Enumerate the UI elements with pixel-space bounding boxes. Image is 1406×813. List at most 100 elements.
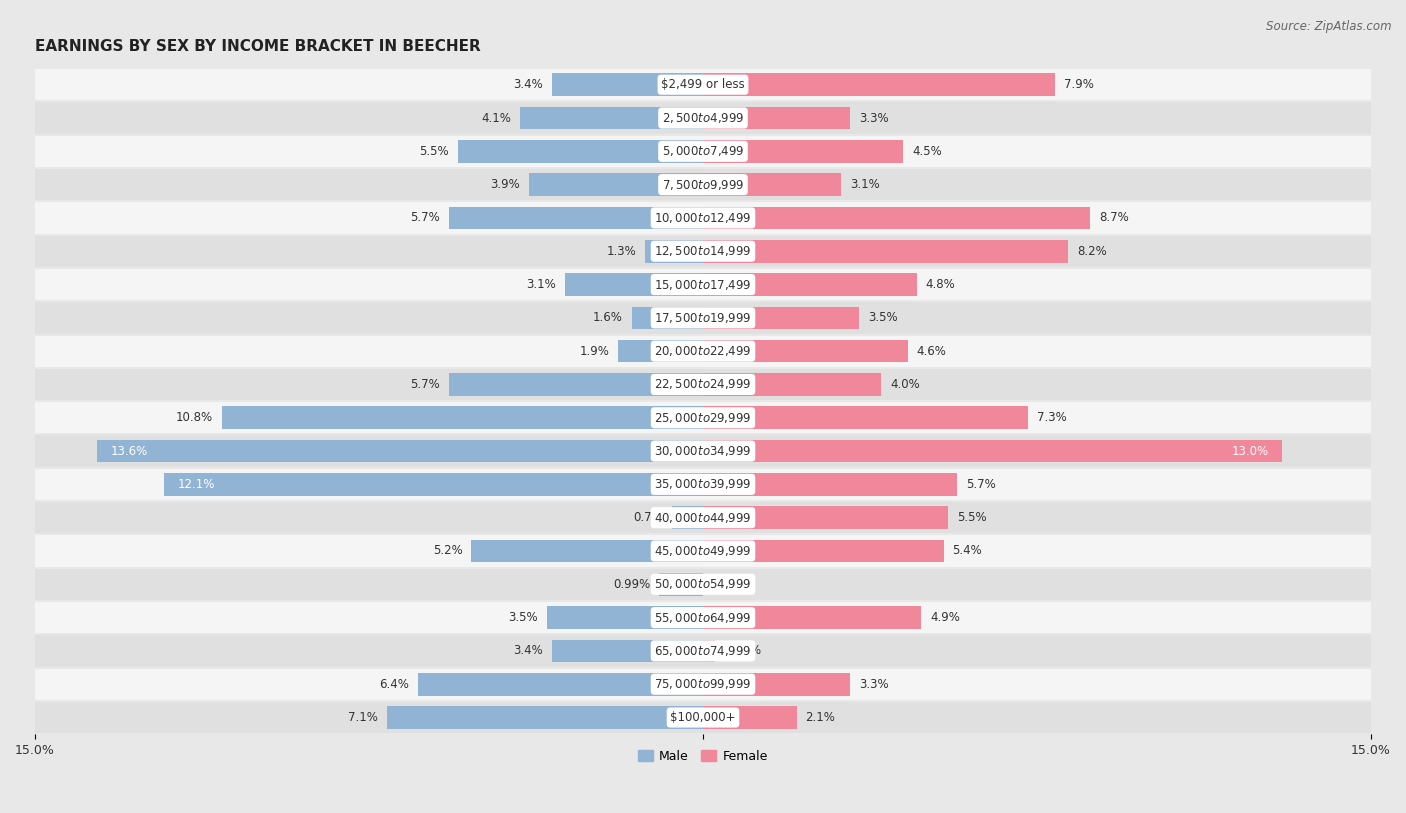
Bar xyxy=(471,540,703,563)
Bar xyxy=(35,202,1371,235)
Text: $50,000 to $54,999: $50,000 to $54,999 xyxy=(654,577,752,591)
Bar xyxy=(35,268,1371,301)
Text: $45,000 to $49,999: $45,000 to $49,999 xyxy=(654,544,752,558)
Bar xyxy=(35,601,1371,634)
Bar xyxy=(35,235,1371,268)
Text: 13.6%: 13.6% xyxy=(111,445,148,458)
Text: $12,500 to $14,999: $12,500 to $14,999 xyxy=(654,244,752,259)
Text: 3.3%: 3.3% xyxy=(859,678,889,691)
Bar xyxy=(672,506,703,529)
Text: EARNINGS BY SEX BY INCOME BRACKET IN BEECHER: EARNINGS BY SEX BY INCOME BRACKET IN BEE… xyxy=(35,39,481,54)
Bar xyxy=(35,301,1371,334)
Bar xyxy=(703,606,921,629)
Text: 3.9%: 3.9% xyxy=(491,178,520,191)
Text: $7,500 to $9,999: $7,500 to $9,999 xyxy=(662,177,744,192)
Text: 4.5%: 4.5% xyxy=(912,145,942,158)
Bar xyxy=(631,307,703,329)
Text: 4.0%: 4.0% xyxy=(890,378,920,391)
Bar xyxy=(645,240,703,263)
Bar xyxy=(35,567,1371,601)
Bar xyxy=(449,373,703,396)
Text: $100,000+: $100,000+ xyxy=(671,711,735,724)
Bar xyxy=(35,401,1371,434)
Text: 3.5%: 3.5% xyxy=(868,311,897,324)
Text: $15,000 to $17,499: $15,000 to $17,499 xyxy=(654,277,752,292)
Bar xyxy=(35,534,1371,567)
Text: $65,000 to $74,999: $65,000 to $74,999 xyxy=(654,644,752,658)
Text: 5.2%: 5.2% xyxy=(433,545,463,558)
Text: $2,500 to $4,999: $2,500 to $4,999 xyxy=(662,111,744,125)
Bar xyxy=(551,73,703,96)
Bar xyxy=(35,102,1371,135)
Bar xyxy=(551,640,703,663)
Bar xyxy=(35,701,1371,734)
Text: 5.4%: 5.4% xyxy=(952,545,983,558)
Text: 10.8%: 10.8% xyxy=(176,411,214,424)
Text: $40,000 to $44,999: $40,000 to $44,999 xyxy=(654,511,752,524)
Text: $35,000 to $39,999: $35,000 to $39,999 xyxy=(654,477,752,491)
Text: 13.0%: 13.0% xyxy=(1232,445,1268,458)
Bar xyxy=(703,273,917,296)
Text: 4.1%: 4.1% xyxy=(482,111,512,124)
Bar xyxy=(703,440,1282,463)
Text: $22,500 to $24,999: $22,500 to $24,999 xyxy=(654,377,752,392)
Text: Source: ZipAtlas.com: Source: ZipAtlas.com xyxy=(1267,20,1392,33)
Bar xyxy=(703,540,943,563)
Text: 3.4%: 3.4% xyxy=(513,78,543,91)
Bar xyxy=(35,634,1371,667)
Bar xyxy=(703,173,841,196)
Text: 8.7%: 8.7% xyxy=(1099,211,1129,224)
Bar xyxy=(703,473,957,496)
Bar xyxy=(703,706,797,728)
Bar xyxy=(547,606,703,629)
Bar xyxy=(703,506,948,529)
Text: 6.4%: 6.4% xyxy=(380,678,409,691)
Bar xyxy=(35,434,1371,467)
Text: 4.6%: 4.6% xyxy=(917,345,946,358)
Bar xyxy=(35,168,1371,202)
Bar xyxy=(703,73,1054,96)
Text: 1.9%: 1.9% xyxy=(579,345,609,358)
Text: 3.3%: 3.3% xyxy=(859,111,889,124)
Text: $17,500 to $19,999: $17,500 to $19,999 xyxy=(654,311,752,325)
Bar xyxy=(703,307,859,329)
Text: $75,000 to $99,999: $75,000 to $99,999 xyxy=(654,677,752,691)
Text: $20,000 to $22,499: $20,000 to $22,499 xyxy=(654,344,752,359)
Text: 8.2%: 8.2% xyxy=(1077,245,1107,258)
Bar xyxy=(35,501,1371,534)
Bar xyxy=(703,107,851,129)
Text: 0.0%: 0.0% xyxy=(711,578,741,591)
Bar xyxy=(529,173,703,196)
Bar xyxy=(97,440,703,463)
Bar xyxy=(449,207,703,229)
Bar xyxy=(387,706,703,728)
Text: 3.4%: 3.4% xyxy=(513,645,543,658)
Bar xyxy=(703,673,851,696)
Bar xyxy=(222,406,703,429)
Text: 5.5%: 5.5% xyxy=(419,145,449,158)
Bar xyxy=(703,373,882,396)
Bar xyxy=(703,240,1069,263)
Bar xyxy=(165,473,703,496)
Text: 5.7%: 5.7% xyxy=(966,478,995,491)
Text: 5.7%: 5.7% xyxy=(411,378,440,391)
Bar xyxy=(35,467,1371,501)
Bar xyxy=(35,135,1371,168)
Bar xyxy=(703,140,904,163)
Text: 3.1%: 3.1% xyxy=(851,178,880,191)
Text: 2.1%: 2.1% xyxy=(806,711,835,724)
Bar xyxy=(35,334,1371,367)
Text: $2,499 or less: $2,499 or less xyxy=(661,78,745,91)
Bar xyxy=(703,207,1091,229)
Bar xyxy=(619,340,703,363)
Text: 7.1%: 7.1% xyxy=(349,711,378,724)
Text: 0.99%: 0.99% xyxy=(613,578,650,591)
Bar xyxy=(35,68,1371,102)
Text: $30,000 to $34,999: $30,000 to $34,999 xyxy=(654,444,752,458)
Text: 7.9%: 7.9% xyxy=(1064,78,1094,91)
Bar xyxy=(659,573,703,596)
Bar xyxy=(35,667,1371,701)
Bar xyxy=(703,406,1028,429)
Text: 1.3%: 1.3% xyxy=(606,245,636,258)
Text: 5.7%: 5.7% xyxy=(411,211,440,224)
